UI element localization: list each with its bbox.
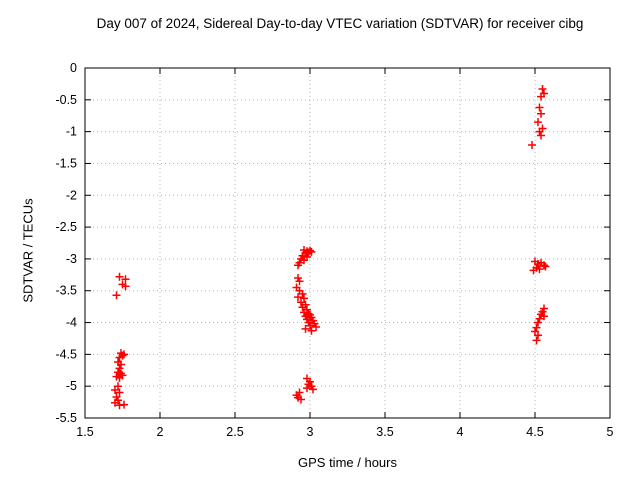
plot-border bbox=[84, 67, 611, 419]
y-tick-label: 0 bbox=[70, 61, 77, 75]
y-tick-label: -1.5 bbox=[55, 156, 77, 170]
y-tick-label: -0.5 bbox=[55, 93, 77, 107]
y-tick-label: -2 bbox=[66, 188, 77, 202]
x-tick-label: 1.5 bbox=[76, 425, 93, 439]
x-tick-label: 2 bbox=[157, 425, 164, 439]
y-tick-label: -4.5 bbox=[55, 347, 77, 361]
x-tick-label: 3.5 bbox=[376, 425, 393, 439]
x-tick-label: 5 bbox=[607, 425, 614, 439]
x-tick-label: 4.5 bbox=[526, 425, 543, 439]
data-points bbox=[111, 85, 550, 410]
x-tick-label: 4 bbox=[457, 425, 464, 439]
y-tick-label: -3 bbox=[66, 252, 77, 266]
y-tick-label: -5 bbox=[66, 379, 77, 393]
x-tick-label: 2.5 bbox=[226, 425, 243, 439]
y-tick-label: -1 bbox=[66, 125, 77, 139]
y-tick-label: -2.5 bbox=[55, 220, 77, 234]
chart-title: Day 007 of 2024, Sidereal Day-to-day VTE… bbox=[96, 16, 584, 31]
y-tick-label: -3.5 bbox=[55, 284, 77, 298]
y-tick-label: -5.5 bbox=[55, 411, 77, 425]
y-tick-label: -4 bbox=[66, 316, 77, 330]
x-axis-label: GPS time / hours bbox=[298, 455, 397, 470]
x-tick-label: 3 bbox=[307, 425, 314, 439]
y-axis-label: SDTVAR / TECUs bbox=[20, 198, 36, 303]
